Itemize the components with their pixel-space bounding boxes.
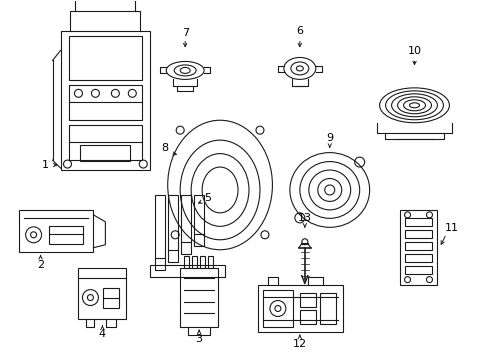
Bar: [68, 125, 142, 160]
Bar: [180, 268, 218, 328]
Bar: [19, 210, 93, 252]
Text: 10: 10: [407, 45, 421, 55]
Bar: [78, 268, 126, 319]
Text: 12: 12: [292, 339, 306, 349]
Bar: [68, 85, 142, 120]
Text: 1: 1: [42, 160, 49, 170]
Bar: [150, 265, 224, 276]
Bar: [168, 195, 178, 262]
Text: 3: 3: [195, 334, 202, 345]
Bar: [258, 285, 342, 332]
Bar: [181, 195, 191, 254]
Bar: [404, 254, 431, 262]
Bar: [48, 226, 83, 244]
Bar: [404, 242, 431, 250]
Text: 13: 13: [297, 213, 311, 223]
Text: 9: 9: [325, 133, 333, 143]
Bar: [404, 230, 431, 238]
Text: 7: 7: [181, 28, 188, 37]
Bar: [103, 288, 119, 307]
Bar: [404, 218, 431, 226]
Bar: [194, 195, 203, 246]
Text: 11: 11: [444, 223, 457, 233]
Bar: [184, 256, 189, 268]
Bar: [299, 293, 315, 306]
Text: 8: 8: [162, 143, 168, 153]
Bar: [399, 210, 437, 285]
Text: 5: 5: [204, 193, 211, 203]
Bar: [192, 256, 197, 268]
Bar: [208, 256, 213, 268]
Bar: [299, 310, 315, 324]
Text: 2: 2: [37, 260, 44, 270]
Bar: [155, 195, 165, 270]
Bar: [61, 31, 150, 170]
Bar: [404, 266, 431, 274]
Text: 4: 4: [99, 329, 106, 339]
Bar: [81, 145, 130, 161]
Text: 6: 6: [296, 26, 303, 36]
Bar: [200, 256, 204, 268]
Bar: [68, 36, 142, 80]
Bar: [263, 289, 292, 328]
Bar: [319, 293, 335, 324]
